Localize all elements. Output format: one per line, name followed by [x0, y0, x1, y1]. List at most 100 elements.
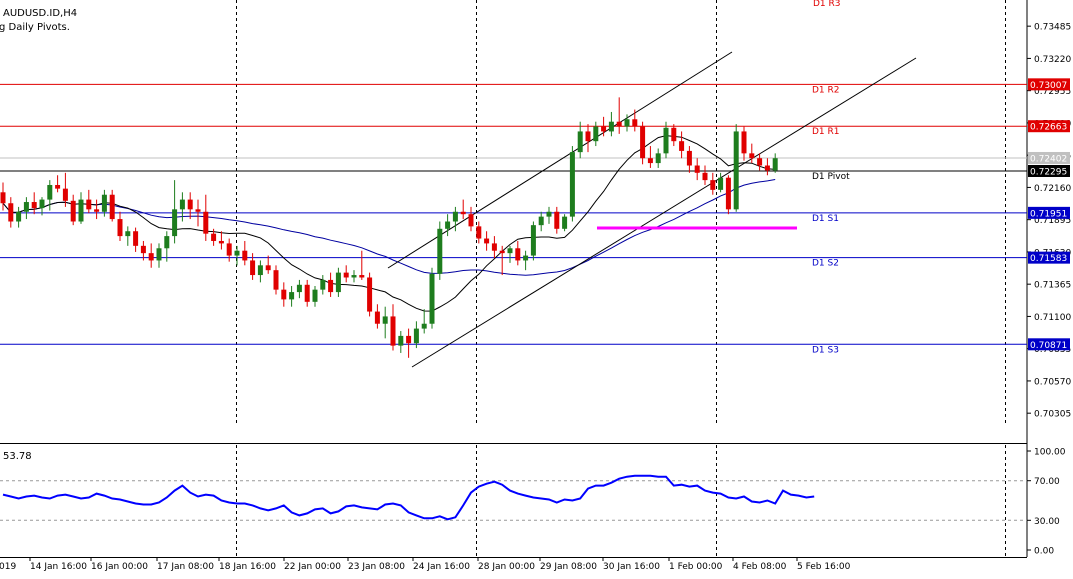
bear-candle — [55, 184, 61, 189]
bear-candle — [601, 126, 607, 132]
bear-candle — [640, 126, 646, 159]
channel-lower-line[interactable] — [411, 57, 917, 368]
bear-candle — [211, 233, 217, 241]
bull-candle — [569, 152, 575, 217]
bear-candle — [117, 219, 123, 237]
price-badge — [1028, 120, 1070, 133]
time-tick-label: 22 Jan 00:00 — [284, 562, 341, 572]
bear-candle — [343, 272, 349, 278]
bull-candle — [437, 228, 443, 274]
bull-candle — [257, 265, 263, 276]
time-tick-label: 4 Feb 08:00 — [733, 562, 787, 572]
price-badge-text: 0.71951 — [1030, 209, 1067, 219]
time-tick-label: 17 Jan 08:00 — [157, 562, 214, 572]
bull-candle — [382, 316, 388, 324]
pivot-label: D1 S3 — [812, 345, 839, 355]
bear-candle — [367, 277, 373, 312]
bear-candle — [484, 238, 490, 244]
bear-candle — [203, 211, 209, 234]
time-tick-label: 23 Jan 08:00 — [348, 562, 405, 572]
pivot-label: D1 R1 — [812, 127, 840, 137]
candlesticks — [0, 97, 778, 358]
bear-candle — [70, 200, 76, 222]
price-badge-text: 0.72295 — [1030, 167, 1067, 177]
bear-candle — [679, 141, 685, 151]
bull-candle — [593, 126, 599, 142]
price-tick-label: 0.70570 — [1034, 377, 1071, 387]
bear-candle — [647, 158, 653, 164]
bull-candle — [125, 231, 131, 237]
rsi-indicator: 100.00 70.00 30.00 0.00 — [0, 448, 1066, 557]
bull-candle — [452, 211, 458, 222]
bear-candle — [226, 243, 232, 256]
pivot-label: D1 S2 — [812, 259, 839, 269]
time-tick-label: 16 Jan 00:00 — [91, 562, 148, 572]
bear-candle — [86, 199, 92, 210]
bear-candle — [195, 209, 201, 212]
rsi-current-value: 53.78 — [3, 451, 32, 462]
chart-symbol: AUDUSD.ID,H4 — [3, 8, 77, 19]
bull-candle — [78, 199, 84, 222]
bull-candle — [172, 209, 178, 237]
time-tick-label: 18 Jan 16:00 — [219, 562, 276, 572]
bear-candle — [749, 153, 755, 159]
time-tick-label: 28 Jan 00:00 — [478, 562, 535, 572]
bear-candle — [694, 165, 700, 173]
time-tick-label: 5 Feb 16:00 — [797, 562, 851, 572]
bull-candle — [546, 211, 552, 217]
bear-candle — [757, 158, 763, 166]
price-pane[interactable] — [0, 0, 1027, 443]
price-tick-label: 0.73220 — [1034, 55, 1071, 65]
bull-candle — [351, 275, 357, 278]
rsi-tick-label: 30.00 — [1034, 517, 1060, 527]
bear-candle — [491, 243, 497, 251]
bear-candle — [0, 192, 6, 204]
bull-candle — [398, 335, 404, 346]
time-tick-label: 1 Feb 00:00 — [669, 562, 723, 572]
pivot-label-r3: D1 R3 — [813, 0, 841, 9]
bear-candle — [616, 121, 622, 127]
bull-candle — [39, 199, 45, 209]
bull-candle — [101, 194, 107, 212]
bear-candle — [585, 131, 591, 142]
price-badge-text: 0.71583 — [1030, 254, 1067, 264]
bear-candle — [554, 211, 560, 229]
channel-upper-line[interactable] — [387, 51, 733, 269]
bull-candle — [429, 273, 435, 324]
bull-candle — [523, 255, 529, 261]
indicator-name: g Daily Pivots. — [0, 22, 70, 33]
bull-candle — [655, 153, 661, 164]
bull-candle — [164, 236, 170, 249]
rsi-line — [2, 474, 815, 521]
bear-candle — [265, 265, 271, 271]
rsi-pane[interactable] — [0, 445, 1027, 557]
bear-candle — [31, 202, 37, 209]
bear-candle — [359, 275, 365, 278]
pivot-label: D1 Pivot — [812, 172, 850, 182]
bear-candle — [148, 253, 154, 261]
bull-candle — [772, 158, 778, 171]
bull-candle — [156, 248, 162, 261]
time-axis: 019 14 Jan 16:00 16 Jan 00:00 17 Jan 08:00 1… — [0, 557, 851, 572]
bear-candle — [499, 250, 505, 254]
bear-candle — [476, 226, 482, 239]
price-tick-label: 0.70305 — [1034, 410, 1071, 420]
price-tick-label: 0.72955 — [1034, 87, 1071, 97]
bull-candle — [289, 292, 295, 300]
bear-candle — [109, 194, 115, 220]
price-tick-label: 0.71895 — [1034, 216, 1071, 226]
bull-candle — [179, 199, 185, 210]
time-tick-label: 019 — [0, 562, 16, 572]
price-badge — [1028, 251, 1070, 264]
bear-candle — [281, 289, 287, 300]
bear-candle — [273, 270, 279, 290]
bear-candle — [94, 209, 100, 212]
rsi-tick-label: 0.00 — [1034, 547, 1054, 557]
trend-channel[interactable] — [387, 51, 917, 368]
bear-candle — [133, 231, 139, 246]
bear-candle — [764, 165, 770, 171]
rsi-tick-label: 70.00 — [1034, 477, 1060, 487]
bear-candle — [710, 180, 716, 190]
